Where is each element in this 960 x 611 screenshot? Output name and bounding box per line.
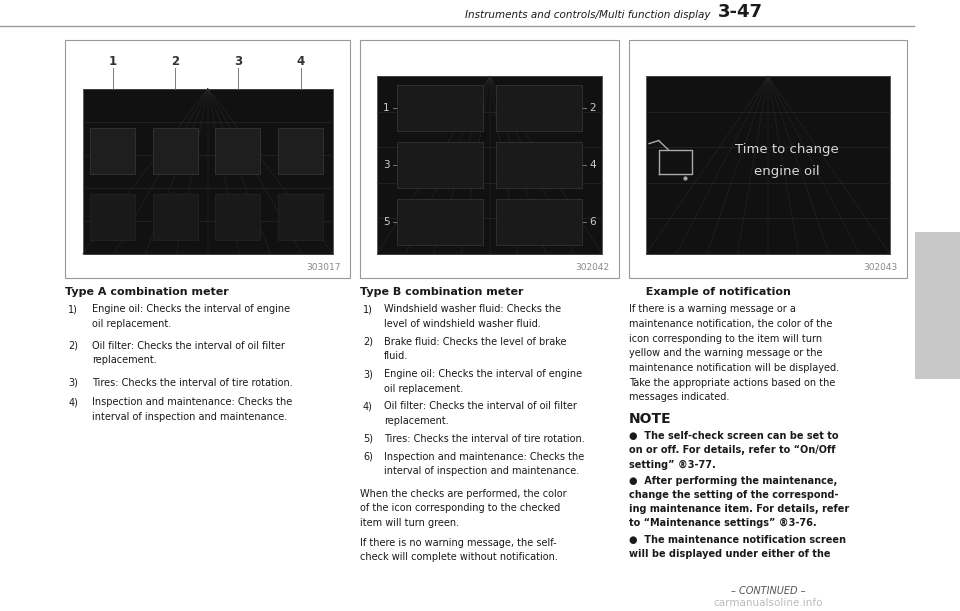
Text: 1): 1) — [363, 304, 372, 314]
Text: icon corresponding to the item will turn: icon corresponding to the item will turn — [629, 334, 822, 343]
Text: Engine oil: Checks the interval of engine: Engine oil: Checks the interval of engin… — [384, 369, 582, 379]
Text: Brake fluid: Checks the level of brake: Brake fluid: Checks the level of brake — [384, 337, 566, 346]
Text: 4): 4) — [363, 401, 372, 411]
Text: 2: 2 — [171, 54, 180, 68]
Text: fluid.: fluid. — [384, 351, 408, 361]
Text: change the setting of the correspond-: change the setting of the correspond- — [629, 490, 838, 500]
Text: 1): 1) — [68, 304, 78, 314]
Text: on or off. For details, refer to “On/Off: on or off. For details, refer to “On/Off — [629, 445, 835, 455]
Text: 3): 3) — [68, 378, 78, 387]
Text: 3-47: 3-47 — [718, 3, 763, 21]
Text: 302043: 302043 — [863, 263, 898, 272]
Text: interval of inspection and maintenance.: interval of inspection and maintenance. — [92, 412, 287, 422]
Text: of the icon corresponding to the checked: of the icon corresponding to the checked — [360, 503, 561, 513]
Text: Tires: Checks the interval of tire rotation.: Tires: Checks the interval of tire rotat… — [384, 434, 585, 444]
Text: When the checks are performed, the color: When the checks are performed, the color — [360, 489, 566, 499]
Bar — [153, 194, 198, 240]
Bar — [646, 76, 890, 254]
Text: 6: 6 — [589, 217, 596, 227]
Text: 4: 4 — [589, 160, 596, 170]
Text: NOTE: NOTE — [629, 412, 671, 426]
Bar — [65, 40, 350, 278]
Text: Time to change: Time to change — [735, 143, 839, 156]
Bar — [496, 142, 582, 188]
Text: 4: 4 — [297, 54, 304, 68]
Text: Oil filter: Checks the interval of oil filter: Oil filter: Checks the interval of oil f… — [384, 401, 577, 411]
Text: setting” ®3-77.: setting” ®3-77. — [629, 459, 715, 469]
Bar — [278, 194, 324, 240]
Text: 1: 1 — [383, 103, 390, 113]
Text: messages indicated.: messages indicated. — [629, 392, 730, 402]
Text: Type A combination meter: Type A combination meter — [65, 287, 229, 297]
Text: 5: 5 — [383, 217, 390, 227]
Text: interval of inspection and maintenance.: interval of inspection and maintenance. — [384, 466, 579, 476]
Text: oil replacement.: oil replacement. — [92, 319, 172, 329]
Text: 5): 5) — [363, 434, 372, 444]
Text: ●  After performing the maintenance,: ● After performing the maintenance, — [629, 476, 837, 486]
Text: Example of notification: Example of notification — [638, 287, 791, 297]
Text: Engine oil: Checks the interval of engine: Engine oil: Checks the interval of engin… — [92, 304, 290, 314]
Text: ●  The maintenance notification screen: ● The maintenance notification screen — [629, 535, 846, 544]
Text: yellow and the warning message or the: yellow and the warning message or the — [629, 348, 823, 358]
Bar — [397, 199, 483, 244]
Bar — [496, 199, 582, 244]
Bar — [397, 142, 483, 188]
Text: level of windshield washer fluid.: level of windshield washer fluid. — [384, 319, 540, 329]
Bar — [397, 85, 483, 131]
Text: Type B combination meter: Type B combination meter — [360, 287, 523, 297]
Text: 3: 3 — [383, 160, 390, 170]
Text: carmanualsoline.info: carmanualsoline.info — [713, 598, 823, 608]
Text: oil replacement.: oil replacement. — [384, 384, 464, 393]
Bar — [215, 128, 260, 174]
Text: 2: 2 — [589, 103, 596, 113]
Text: Take the appropriate actions based on the: Take the appropriate actions based on th… — [629, 378, 835, 387]
Text: ing maintenance item. For details, refer: ing maintenance item. For details, refer — [629, 504, 849, 514]
Bar — [90, 194, 135, 240]
Text: If there is no warning message, the self-: If there is no warning message, the self… — [360, 538, 557, 547]
Text: 4): 4) — [68, 397, 78, 407]
Text: replacement.: replacement. — [384, 416, 448, 426]
Text: 303017: 303017 — [306, 263, 341, 272]
Text: 1: 1 — [108, 54, 117, 68]
Text: 302042: 302042 — [575, 263, 610, 272]
Text: 3: 3 — [234, 54, 242, 68]
Text: 3): 3) — [363, 369, 372, 379]
Bar — [90, 128, 135, 174]
Text: 6): 6) — [363, 452, 372, 461]
Text: 2): 2) — [363, 337, 372, 346]
Text: item will turn green.: item will turn green. — [360, 518, 459, 528]
Text: – CONTINUED –: – CONTINUED – — [731, 586, 805, 596]
Text: 2): 2) — [68, 341, 78, 351]
Text: Oil filter: Checks the interval of oil filter: Oil filter: Checks the interval of oil f… — [92, 341, 285, 351]
Bar — [915, 232, 960, 379]
Text: will be displayed under either of the: will be displayed under either of the — [629, 549, 830, 558]
Text: engine oil: engine oil — [755, 164, 820, 178]
Bar — [496, 85, 582, 131]
Bar — [215, 194, 260, 240]
Text: maintenance notification will be displayed.: maintenance notification will be display… — [629, 363, 839, 373]
Text: check will complete without notification.: check will complete without notification… — [360, 552, 558, 562]
Bar — [83, 89, 333, 254]
Bar — [278, 128, 324, 174]
Bar — [153, 128, 198, 174]
Text: Inspection and maintenance: Checks the: Inspection and maintenance: Checks the — [92, 397, 293, 407]
Text: Inspection and maintenance: Checks the: Inspection and maintenance: Checks the — [384, 452, 585, 461]
Text: Instruments and controls/Multi function display: Instruments and controls/Multi function … — [465, 10, 710, 20]
Bar — [360, 40, 619, 278]
Text: to “Maintenance settings” ®3-76.: to “Maintenance settings” ®3-76. — [629, 518, 816, 528]
Text: If there is a warning message or a: If there is a warning message or a — [629, 304, 796, 314]
Text: maintenance notification, the color of the: maintenance notification, the color of t… — [629, 319, 832, 329]
Text: replacement.: replacement. — [92, 356, 156, 365]
Text: ●  The self-check screen can be set to: ● The self-check screen can be set to — [629, 431, 838, 441]
Bar — [377, 76, 602, 254]
Text: Windshield washer fluid: Checks the: Windshield washer fluid: Checks the — [384, 304, 562, 314]
Text: Tires: Checks the interval of tire rotation.: Tires: Checks the interval of tire rotat… — [92, 378, 293, 387]
Bar — [629, 40, 907, 278]
